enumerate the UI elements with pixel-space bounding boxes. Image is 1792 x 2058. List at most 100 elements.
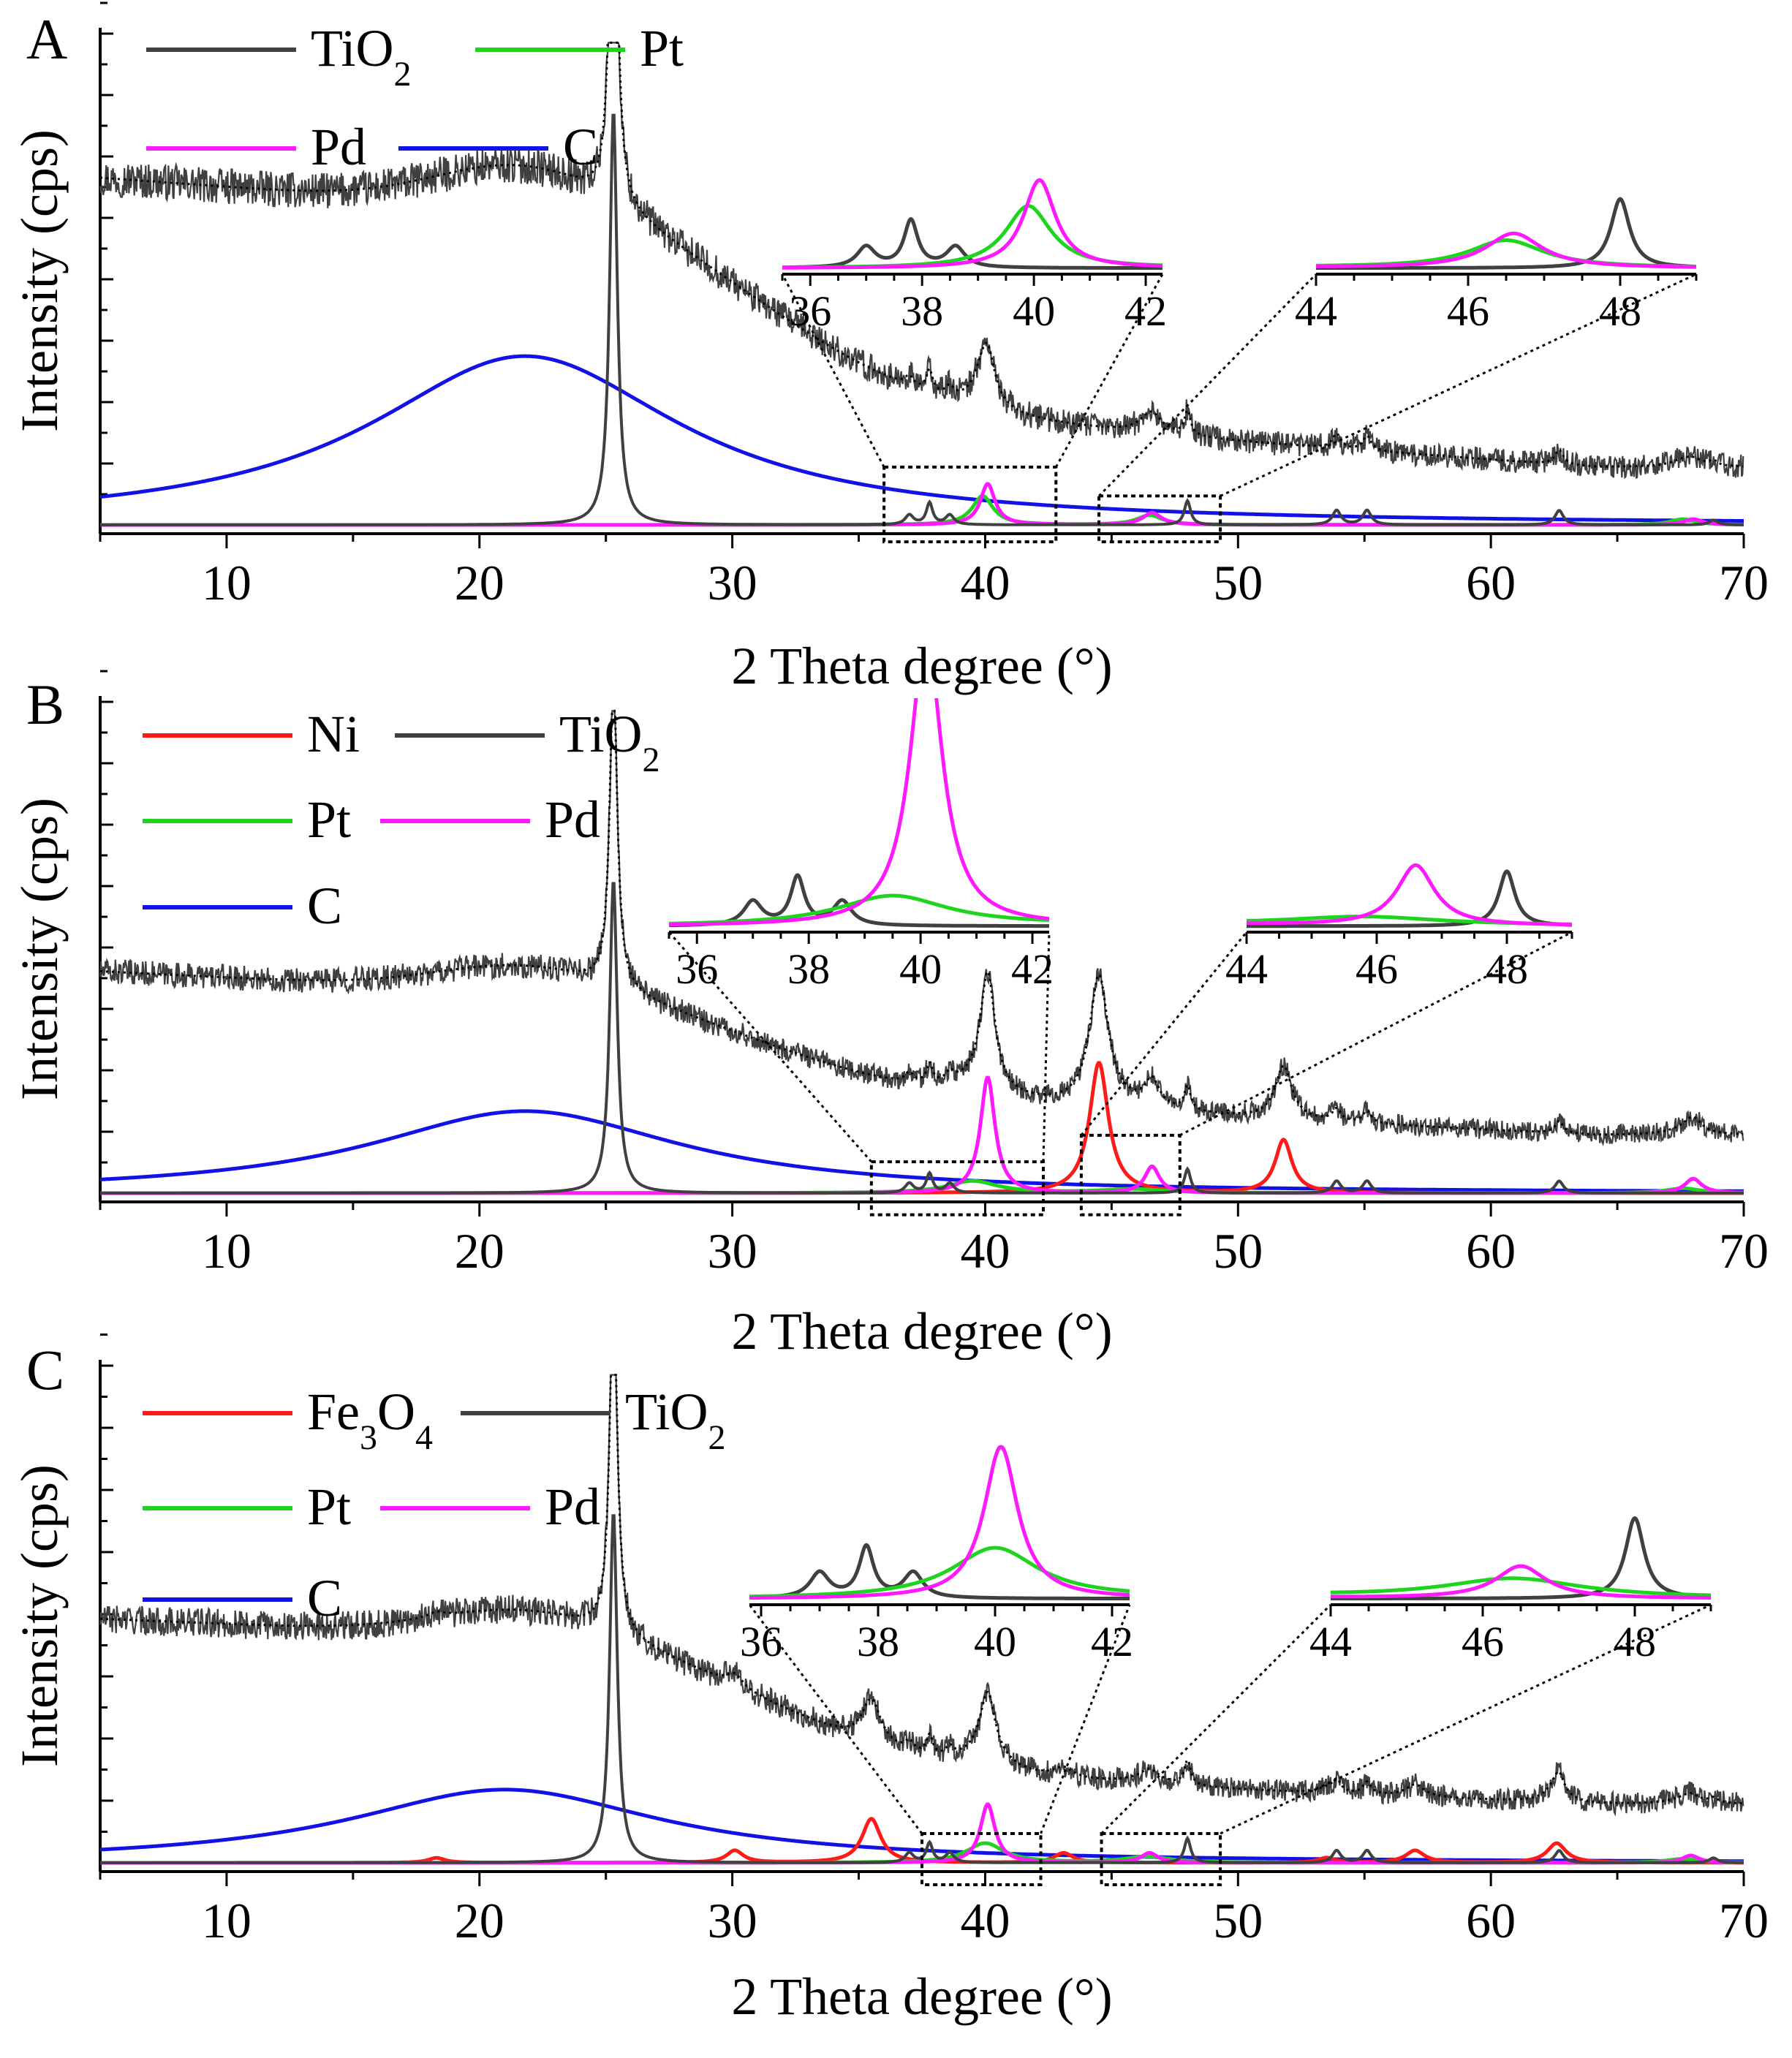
inset-1: 36 38 40 42 [740, 1360, 1133, 1887]
x-tick-label: 30 [708, 1223, 757, 1279]
legend-label: TiO2 [625, 1382, 725, 1457]
legend-label: Ni [307, 705, 360, 763]
x-tick-label: 50 [1213, 1893, 1263, 1948]
inset-1: 36 38 40 42 [781, 29, 1167, 544]
inset-tick-label: 40 [1013, 287, 1055, 335]
inset-tick-label: 48 [1599, 287, 1641, 335]
inset-series-tio2 [1247, 869, 1572, 928]
zoom-region-box [882, 465, 1058, 544]
inset-tick-label: 38 [857, 1618, 899, 1665]
inset-tick-label: 44 [1295, 287, 1337, 335]
inset-tick-label: 48 [1486, 945, 1528, 993]
x-tick-label: 40 [960, 1893, 1010, 1948]
inset-series-pd [782, 178, 1162, 270]
legend-label: Pd [311, 118, 366, 176]
measured-pattern [99, 710, 1744, 1146]
x-tick-label: 50 [1213, 1223, 1263, 1279]
panel-a: A Intensity (cps) 2 Theta degree (°) 10 20 30… [10, 1, 1769, 695]
legend-label: C [307, 1569, 342, 1627]
inset-tick-label: 40 [899, 945, 942, 993]
inset-2: 44 46 48 [1097, 29, 1698, 544]
inset-2: 44 46 48 [1100, 1360, 1712, 1887]
inset-tick-label: 44 [1309, 1618, 1352, 1665]
zoom-connector [1220, 273, 1697, 497]
fitted-envelope [100, 709, 1744, 1136]
x-tick-label: 70 [1719, 1223, 1769, 1279]
panel-letter: B [26, 673, 64, 736]
zoom-region-box [920, 1831, 1043, 1887]
inset-background [1316, 29, 1696, 274]
legend-item-tio2: TiO2 [461, 1382, 725, 1457]
legend-label: C [307, 877, 342, 935]
x-tick-label: 70 [1719, 1893, 1769, 1948]
series-tio2 [100, 113, 1744, 526]
x-tick-label: 60 [1466, 555, 1516, 610]
legend-label: TiO2 [559, 705, 659, 779]
panel-letter: C [26, 1338, 64, 1401]
legend-label: Pd [545, 790, 600, 849]
zoom-region-box [1100, 1831, 1222, 1887]
inset-tick-label: 46 [1356, 945, 1398, 993]
legend-label: Pd [545, 1478, 600, 1536]
inset-tick-label: 36 [676, 945, 718, 993]
inset-background [782, 29, 1162, 274]
inset-tick-label: 42 [1091, 1618, 1133, 1665]
zoom-connector [668, 931, 872, 1163]
inset-series-pt [749, 1546, 1130, 1599]
zoom-connector [1179, 931, 1573, 1137]
legend-item-c: C [143, 877, 342, 935]
legend-item-pt: Pt [143, 1478, 351, 1536]
series-c [99, 1109, 1744, 1193]
x-tick-label: 20 [455, 1893, 504, 1948]
x-tick-label: 30 [708, 1893, 757, 1948]
legend-label: Pt [307, 790, 351, 849]
inset-series-pd [669, 698, 1049, 927]
legend-item-c: C [143, 1569, 342, 1627]
inset-tick-label: 38 [787, 945, 830, 993]
legend-item-tio2: TiO2 [395, 705, 659, 779]
inset-1: 36 38 40 42 [668, 698, 1054, 1217]
panel-c: C Intensity (cps) 2 Theta degree (°) 10 20 30… [10, 1333, 1769, 2026]
inset-tick-label: 44 [1225, 945, 1268, 993]
inset-tick-label: 42 [1011, 945, 1054, 993]
inset-2: 44 46 48 [1079, 698, 1573, 1217]
y-axis-title: Intensity (cps) [10, 1464, 69, 1767]
x-tick-label: 40 [960, 1223, 1010, 1279]
zoom-connector [1042, 931, 1051, 1162]
zoom-connector [1220, 1603, 1712, 1835]
legend-item-pt: Pt [143, 790, 351, 849]
y-axis-title: Intensity (cps) [10, 129, 69, 432]
inset-series-tio2 [1331, 1516, 1711, 1600]
zoom-connector [1098, 273, 1317, 497]
inset-background [749, 1360, 1130, 1605]
legend-label: Pt [307, 1478, 351, 1536]
legend-label: TiO2 [311, 19, 411, 94]
series-tio2 [100, 882, 1744, 1195]
series-pd [100, 1075, 1744, 1195]
inset-tick-label: 36 [789, 287, 831, 335]
legend-item-pd: Pd [380, 790, 600, 849]
fitted-envelope [100, 1374, 1744, 1805]
legend-item-ni: Ni [143, 705, 360, 763]
zoom-connector [748, 1604, 923, 1834]
inset-series-pd [1247, 863, 1572, 927]
inset-background [669, 698, 1049, 932]
x-tick-label: 10 [202, 1223, 252, 1279]
series-c [99, 354, 1744, 523]
x-tick-label: 10 [202, 555, 252, 610]
legend-item-pt: Pt [475, 19, 684, 77]
measured-pattern [99, 42, 1744, 480]
inset-tick-label: 40 [974, 1618, 1016, 1665]
x-tick-label: 70 [1719, 555, 1769, 610]
x-tick-label: 20 [455, 1223, 504, 1279]
inset-tick-label: 48 [1614, 1618, 1656, 1665]
panel-b: B Intensity (cps) 2 Theta degree (°) 10 20 30… [10, 670, 1769, 1361]
inset-tick-label: 42 [1124, 287, 1167, 335]
inset-series-tio2 [1316, 197, 1696, 270]
zoom-connector [1040, 1604, 1131, 1834]
legend-label: Fe3O4 [307, 1382, 433, 1457]
legend-item-c: C [398, 118, 598, 176]
zoom-connector [1080, 931, 1248, 1136]
inset-tick-label: 36 [740, 1618, 782, 1665]
